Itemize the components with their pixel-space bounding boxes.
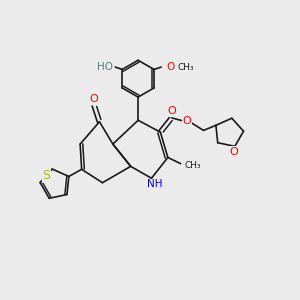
Text: S: S — [42, 169, 50, 182]
Text: CH₃: CH₃ — [178, 63, 194, 72]
Text: HO: HO — [97, 62, 113, 72]
Text: O: O — [166, 62, 174, 72]
Text: NH: NH — [147, 179, 163, 189]
Text: O: O — [229, 147, 238, 157]
Text: O: O — [90, 94, 98, 104]
Text: O: O — [167, 106, 176, 116]
Text: CH₃: CH₃ — [185, 161, 201, 170]
Text: O: O — [183, 116, 191, 127]
